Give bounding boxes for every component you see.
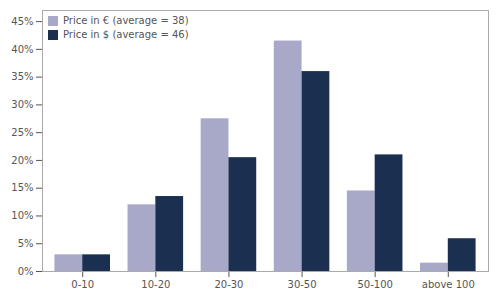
svg-text:5%: 5% — [18, 238, 34, 249]
svg-text:15%: 15% — [11, 182, 33, 193]
svg-text:above 100: above 100 — [422, 279, 475, 290]
svg-text:20%: 20% — [11, 155, 33, 166]
svg-text:45%: 45% — [11, 16, 33, 27]
svg-text:30%: 30% — [11, 99, 33, 110]
svg-text:10-20: 10-20 — [141, 279, 170, 290]
svg-text:35%: 35% — [11, 71, 33, 82]
svg-text:25%: 25% — [11, 127, 33, 138]
svg-text:10%: 10% — [11, 210, 33, 221]
svg-text:40%: 40% — [11, 44, 33, 55]
svg-text:0%: 0% — [18, 266, 34, 277]
html-text:Price in $ (average = 46): Price in $ (average = 46) — [63, 29, 189, 40]
svg-text:30-50: 30-50 — [288, 279, 317, 290]
html-text:Price in € (average = 38): Price in € (average = 38) — [63, 15, 189, 26]
svg-text:20-30: 20-30 — [214, 279, 243, 290]
svg-text:50-100: 50-100 — [357, 279, 392, 290]
svg-text:0-10: 0-10 — [71, 279, 94, 290]
